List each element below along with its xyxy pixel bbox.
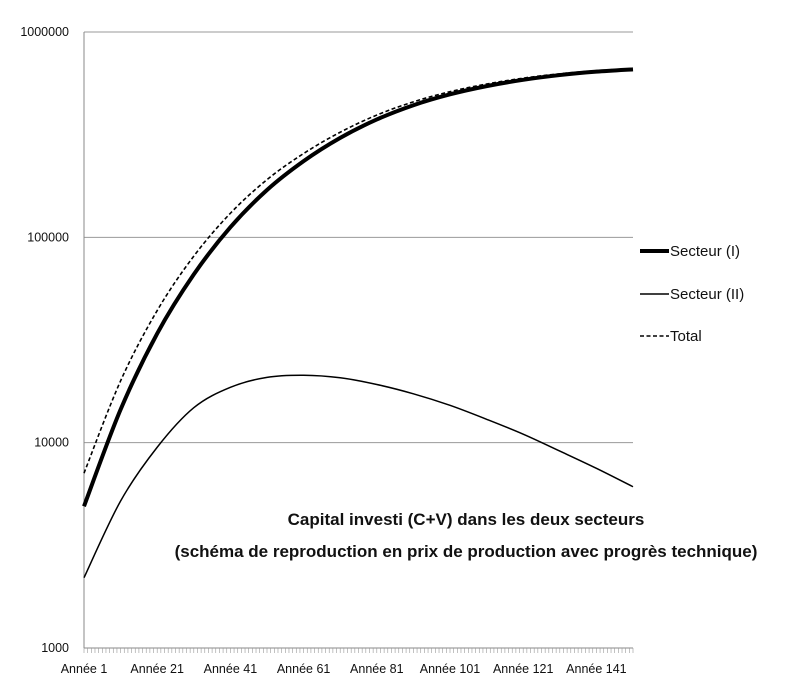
x-tick-label-121: Année 121 [493, 662, 554, 676]
x-tick-label-21: Année 21 [130, 662, 184, 676]
chart-title: Capital investi (C+V) dans les deux sect… [288, 510, 645, 529]
legend-label-secteur-ii: Secteur (II) [670, 286, 744, 303]
x-tick-labels: Année 1 Année 21 Année 41 Année 61 Année 81 A… [61, 662, 627, 676]
chart-subtitle: (schéma de reproduction en prix de produ… [175, 542, 758, 561]
y-tick-label-10000: 10000 [34, 436, 69, 450]
series-line-secteur-i [82, 67, 634, 507]
y-tick-label-1000: 1000 [41, 641, 69, 655]
legend-label-total: Total [670, 328, 702, 345]
x-tick-label-101: Année 101 [420, 662, 481, 676]
x-tick-label-81: Année 81 [350, 662, 404, 676]
series-lines [82, 67, 634, 579]
series-line-secteur-ii [83, 374, 634, 579]
x-tick-label-61: Année 61 [277, 662, 331, 676]
x-tick-label-1: Année 1 [61, 662, 108, 676]
x-tick-label-41: Année 41 [204, 662, 258, 676]
legend-label-secteur-i: Secteur (I) [670, 243, 740, 260]
axes [83, 32, 634, 653]
y-tick-label-1000000: 1000000 [20, 25, 69, 39]
y-tick-label-100000: 100000 [27, 230, 69, 244]
x-tick-label-141: Année 141 [566, 662, 627, 676]
legend: Secteur (I) Secteur (II) Total [640, 243, 744, 345]
y-tick-labels: 1000 10000 100000 1000000 [20, 25, 69, 655]
